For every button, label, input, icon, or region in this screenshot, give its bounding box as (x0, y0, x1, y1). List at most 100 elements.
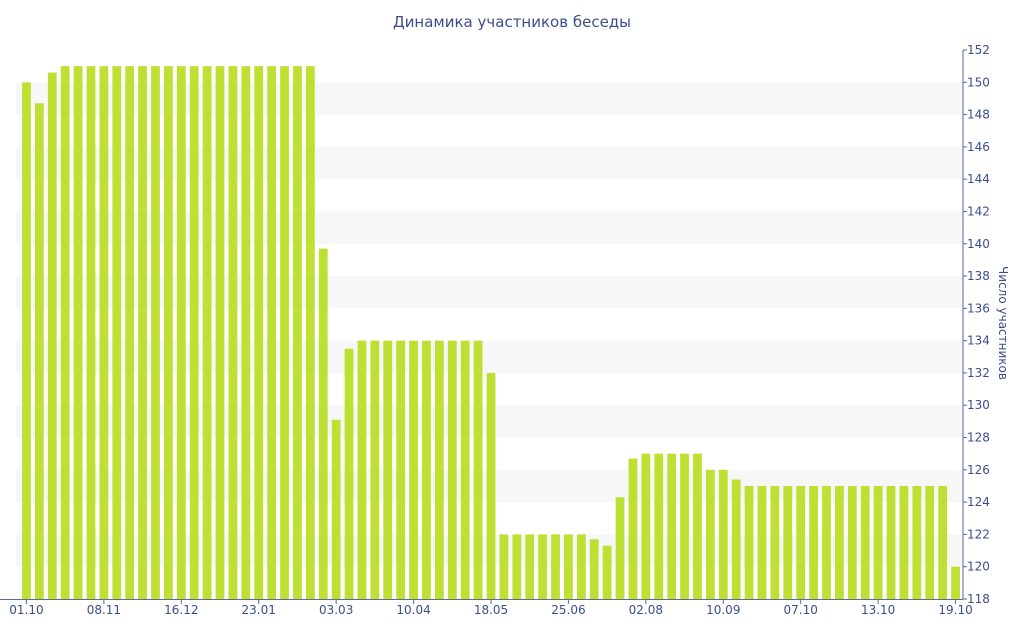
x-tick-label: 03.03 (319, 603, 353, 617)
bar (718, 469, 728, 599)
bar (822, 485, 831, 599)
bar (783, 485, 793, 599)
bar (873, 485, 883, 599)
bar (305, 66, 315, 600)
bar (396, 340, 406, 599)
bar (693, 453, 702, 599)
bar (99, 66, 109, 600)
bar (125, 66, 135, 600)
bar (847, 485, 857, 599)
bar (525, 534, 535, 599)
y-tick-label: 142 (967, 204, 990, 218)
y-tick-label: 130 (967, 398, 990, 412)
bar (835, 485, 844, 599)
bar (809, 485, 818, 599)
bar (744, 485, 754, 599)
bar (538, 534, 548, 599)
bar (564, 534, 573, 599)
bar (951, 566, 960, 599)
y-tick-label: 120 (967, 560, 990, 574)
y-tick-label: 148 (967, 108, 990, 122)
bar (86, 66, 96, 600)
x-tick-label: 10.09 (706, 603, 740, 617)
bar (280, 66, 289, 600)
bar (654, 453, 664, 599)
bar (267, 66, 277, 600)
bar (731, 479, 741, 599)
bar (860, 485, 870, 599)
bar-series (22, 66, 960, 600)
bar (447, 340, 457, 599)
bar (499, 534, 509, 599)
x-axis: 01.10 08.11 16.12 23.01 03.03 10.04 18.05 25.06… (0, 599, 973, 617)
bar (60, 66, 70, 600)
bar (899, 485, 909, 599)
y-tick-label: 152 (967, 43, 990, 57)
bar (383, 340, 393, 599)
bar (886, 485, 896, 599)
bar (576, 534, 586, 599)
y-tick-label: 140 (967, 237, 990, 251)
bar (680, 453, 689, 599)
bar (486, 372, 496, 599)
bar (73, 66, 83, 600)
bar (615, 497, 625, 599)
y-tick-label: 146 (967, 140, 990, 154)
x-tick-label: 02.08 (629, 603, 663, 617)
x-tick-label: 10.04 (396, 603, 430, 617)
y-tick-label: 134 (967, 334, 990, 348)
grid-band (16, 146, 963, 180)
bar (460, 340, 470, 599)
bar (641, 453, 651, 599)
y-tick-label: 138 (967, 269, 990, 283)
bar (473, 340, 483, 599)
x-tick-label: 25.06 (551, 603, 585, 617)
grid-bands (16, 82, 963, 567)
x-tick-label: 13.10 (861, 603, 895, 617)
bar (151, 66, 160, 600)
bar (164, 66, 173, 600)
bar (34, 103, 44, 600)
chart-title: Динамика участников беседы (392, 13, 632, 31)
grid-band (16, 340, 963, 373)
x-tick-label: 16.12 (164, 603, 198, 617)
bar (293, 66, 302, 600)
grid-band (16, 276, 963, 309)
bar (757, 485, 767, 599)
bar (202, 66, 212, 600)
x-tick-label: 18.05 (474, 603, 508, 617)
bar (215, 66, 225, 600)
bar (228, 66, 238, 600)
bar (47, 72, 57, 599)
grid-band (16, 211, 963, 244)
bar (667, 453, 677, 599)
bar (628, 458, 638, 599)
bar (370, 340, 380, 599)
bar (589, 539, 599, 599)
bar (912, 485, 922, 599)
y-axis: 118 120 122 124 126 128 130 132 134 136 138 140 142 1… (962, 43, 990, 606)
y-tick-label: 136 (967, 301, 990, 315)
bar (925, 485, 935, 599)
bar (602, 545, 612, 599)
bar (344, 348, 354, 599)
bar (551, 534, 560, 599)
y-tick-label: 122 (967, 527, 990, 541)
bar (512, 534, 522, 599)
bar (22, 82, 31, 599)
bar (357, 340, 367, 599)
y-tick-label: 128 (967, 431, 990, 445)
x-tick-label: 19.10 (938, 603, 972, 617)
bar (331, 419, 341, 599)
bar (434, 340, 444, 599)
x-tick-label: 23.01 (242, 603, 276, 617)
bar (705, 469, 715, 599)
bar (138, 66, 147, 600)
bar (318, 248, 328, 599)
bar (241, 66, 251, 600)
bar (176, 66, 186, 600)
grid-band (16, 82, 963, 115)
bar (409, 340, 418, 599)
bar (796, 485, 806, 599)
